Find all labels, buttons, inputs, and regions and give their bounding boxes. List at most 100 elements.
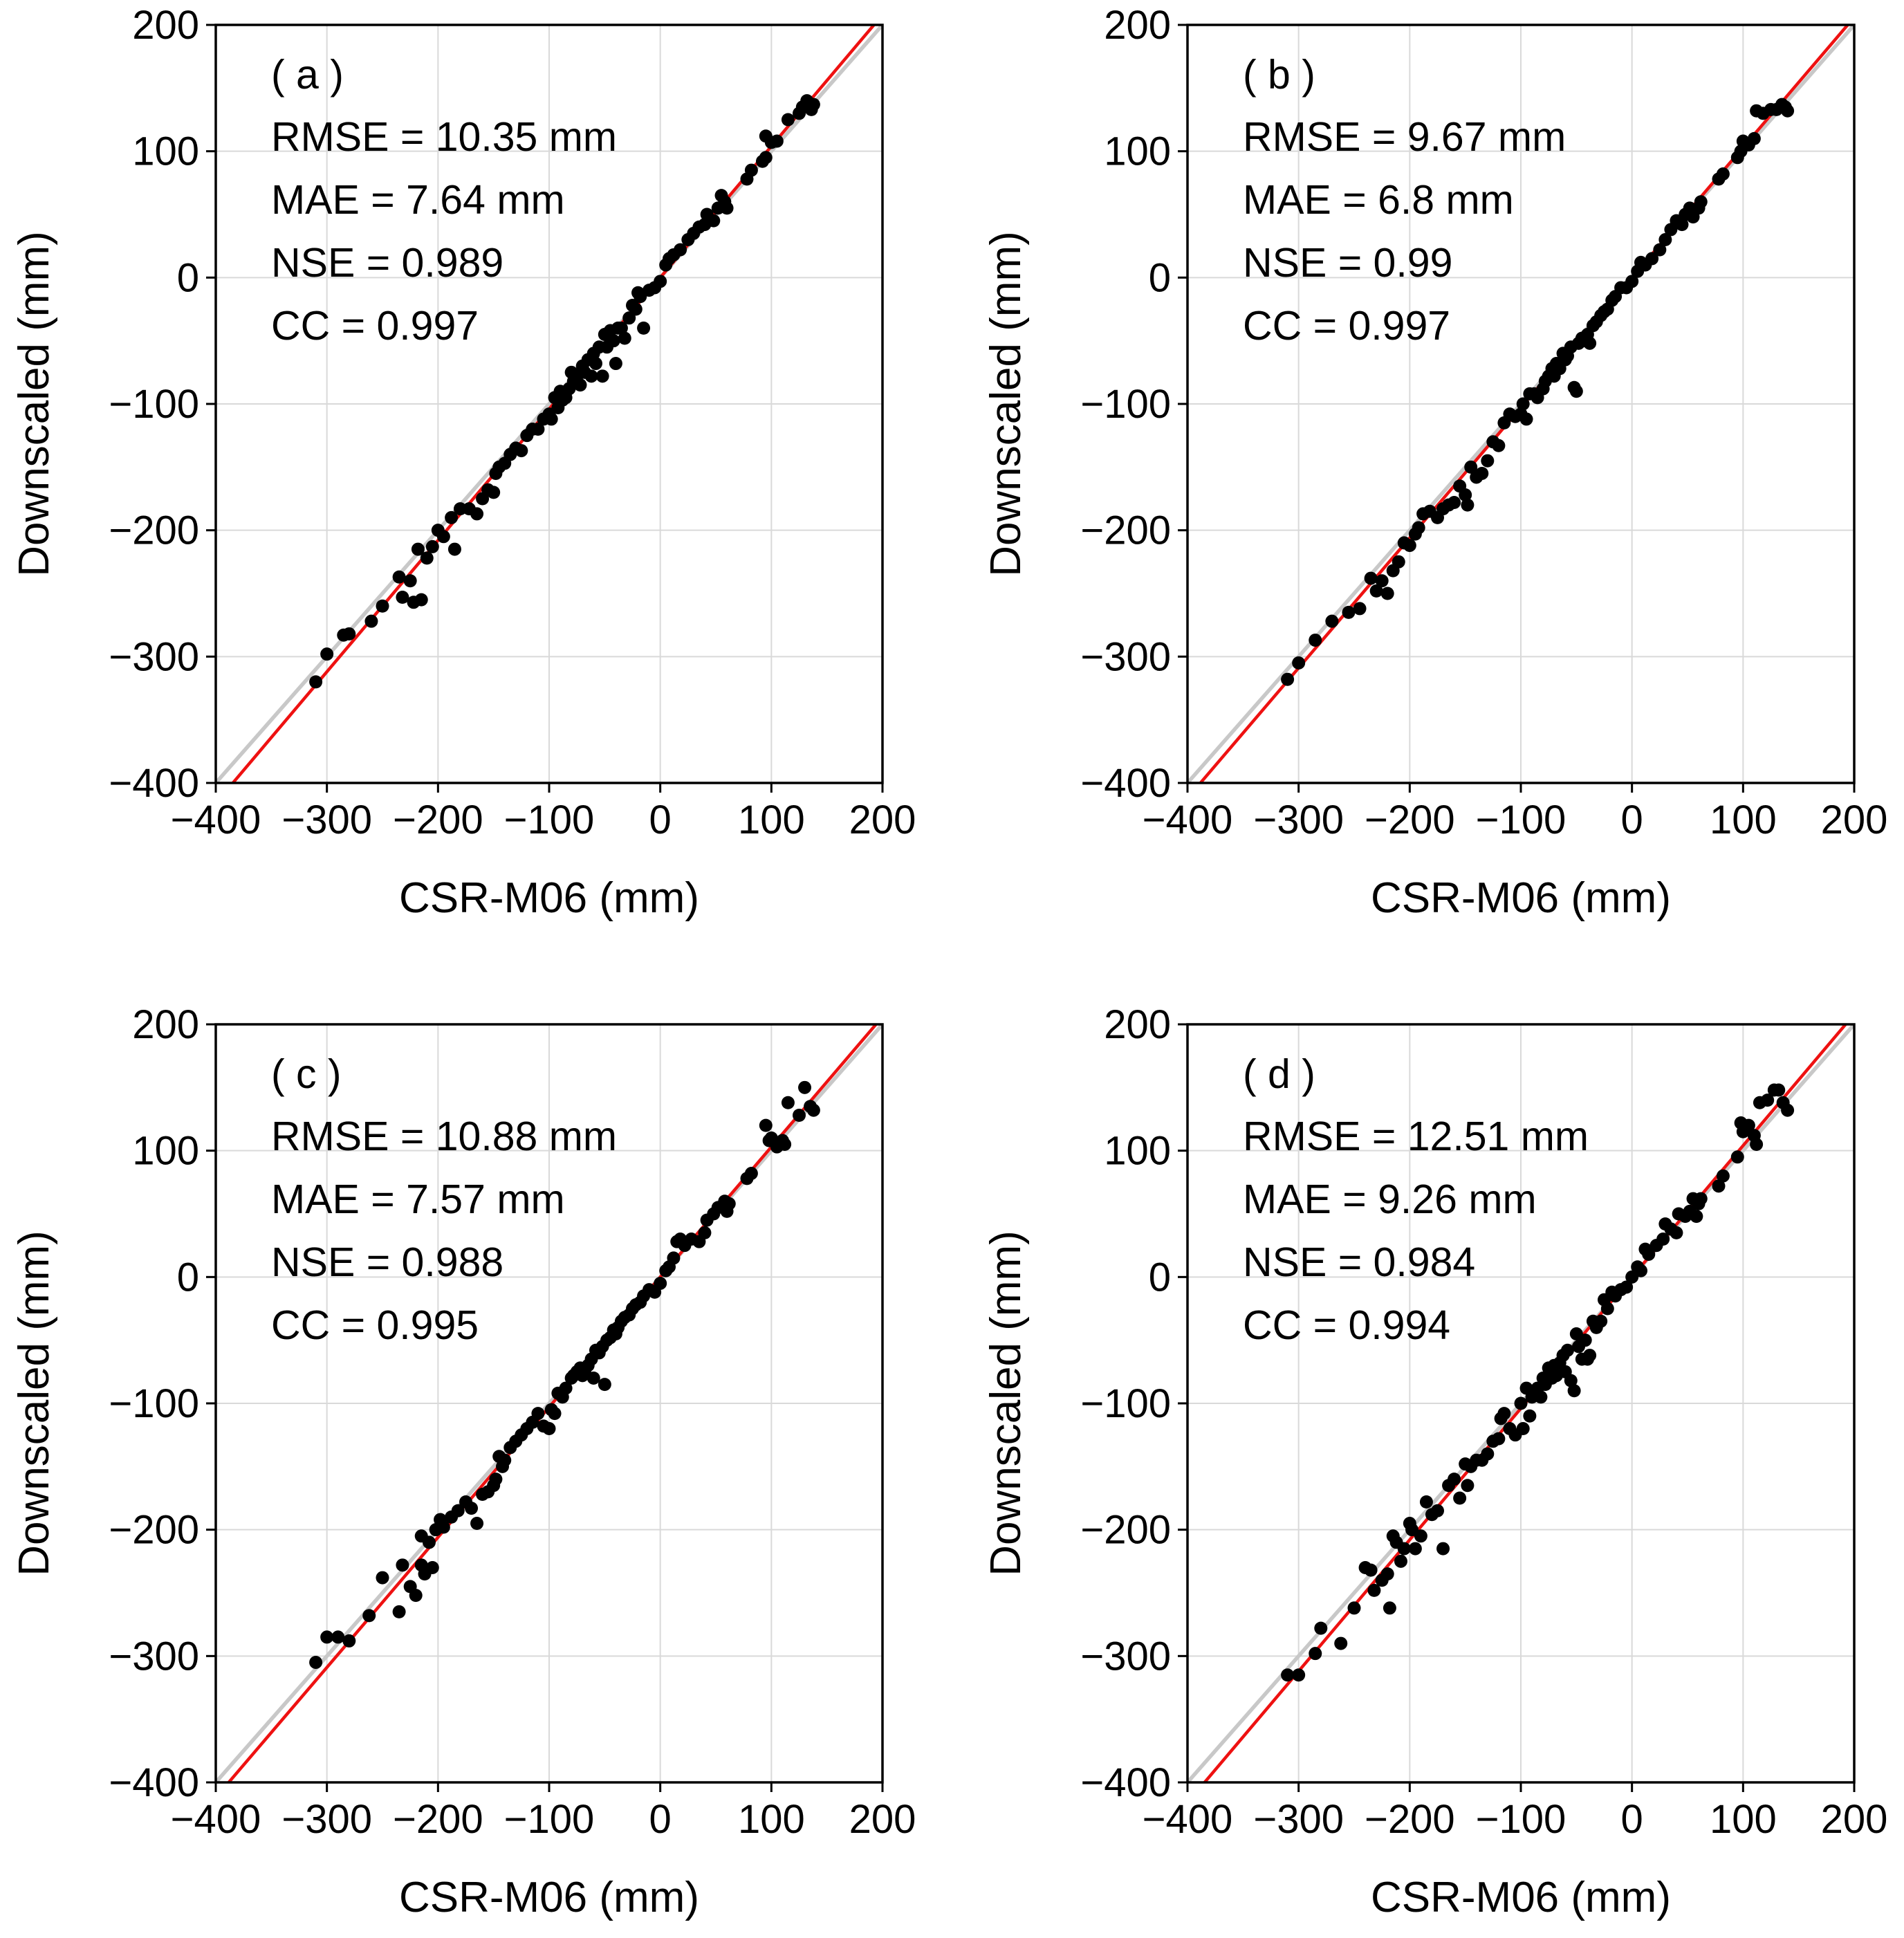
x-tick-label: 100 — [1710, 797, 1777, 842]
data-point — [1516, 1422, 1530, 1436]
data-point — [614, 321, 628, 335]
x-tick-label: 200 — [849, 797, 916, 842]
data-point — [1408, 1542, 1422, 1556]
data-point — [589, 357, 602, 371]
panel-label: ( c ) — [271, 1051, 342, 1097]
data-point — [1481, 1447, 1495, 1461]
data-point — [1412, 521, 1425, 535]
data-point — [1334, 1636, 1348, 1650]
data-point — [1583, 1349, 1597, 1363]
panel-label: ( b ) — [1243, 52, 1315, 98]
data-point — [436, 530, 450, 544]
y-tick-label: −300 — [109, 1634, 199, 1679]
y-tick-label: 200 — [1104, 3, 1171, 48]
statistic-annotation: NSE = 0.984 — [1243, 1239, 1475, 1285]
data-point — [1600, 1302, 1614, 1316]
x-tick-label: −400 — [1143, 797, 1233, 842]
data-point — [1369, 584, 1383, 598]
data-point — [309, 1655, 323, 1669]
y-tick-label: 0 — [177, 1255, 199, 1300]
statistic-annotation: NSE = 0.988 — [271, 1239, 503, 1285]
data-point — [1448, 1473, 1461, 1486]
data-point — [396, 590, 409, 604]
data-point — [425, 1560, 439, 1574]
data-point — [376, 1571, 389, 1585]
x-axis-title: CSR-M06 (mm) — [1371, 874, 1671, 922]
data-point — [1534, 1390, 1548, 1404]
panel-label: ( d ) — [1243, 1051, 1315, 1097]
statistic-annotation: CC = 0.994 — [1243, 1302, 1450, 1348]
data-point — [618, 331, 631, 345]
x-tick-label: −300 — [281, 1797, 372, 1842]
data-point — [1481, 454, 1495, 468]
data-point — [1325, 614, 1339, 628]
data-point — [1567, 1384, 1581, 1398]
y-tick-label: −200 — [1080, 1508, 1171, 1553]
data-point — [1464, 460, 1478, 474]
x-tick-label: −400 — [1143, 1797, 1233, 1842]
x-tick-label: −100 — [504, 797, 595, 842]
data-point — [1492, 1432, 1506, 1446]
x-axis-title: CSR-M06 (mm) — [399, 874, 699, 922]
y-tick-label: −400 — [109, 761, 199, 806]
scatter-panel: −400−400 −300 −300 −200 −200 −100 −100 0 0 100 100… — [10, 3, 916, 922]
y-tick-label: 0 — [177, 255, 199, 300]
y-tick-label: 100 — [132, 129, 199, 174]
data-point — [364, 614, 378, 628]
data-point — [1459, 488, 1472, 502]
x-tick-label: 100 — [738, 797, 805, 842]
data-point — [465, 1502, 479, 1515]
y-tick-label: −100 — [1080, 382, 1171, 427]
data-point — [470, 1517, 484, 1531]
data-point — [542, 1422, 556, 1436]
data-point — [1383, 1601, 1396, 1615]
data-point — [584, 369, 598, 383]
data-point — [1403, 539, 1416, 553]
data-point — [1292, 656, 1306, 670]
data-point — [1419, 1495, 1433, 1508]
data-point — [1375, 574, 1389, 588]
statistic-annotation: RMSE = 10.88 mm — [271, 1114, 617, 1159]
data-point — [1594, 1314, 1608, 1328]
scatter-panel: −400−400 −300 −300 −200 −200 −100 −100 0 0 100 100… — [10, 1002, 916, 1921]
y-tick-label: −100 — [109, 1381, 199, 1426]
data-point — [1461, 1479, 1475, 1493]
data-point — [331, 1630, 345, 1644]
data-point — [1523, 1409, 1537, 1423]
x-tick-label: 200 — [849, 1797, 916, 1842]
data-point — [1670, 1226, 1683, 1239]
y-tick-label: 100 — [1104, 129, 1171, 174]
statistic-annotation: CC = 0.997 — [1243, 303, 1450, 349]
data-point — [1309, 1647, 1322, 1661]
data-point — [759, 1118, 773, 1132]
data-point — [1694, 195, 1708, 209]
data-point — [770, 134, 784, 148]
data-point — [806, 1103, 820, 1117]
data-point — [1353, 602, 1367, 616]
data-point — [1781, 1103, 1795, 1117]
y-tick-label: −400 — [1080, 761, 1171, 806]
data-point — [778, 1138, 792, 1152]
x-tick-label: 0 — [649, 797, 672, 842]
y-tick-label: −100 — [1080, 1381, 1171, 1426]
data-point — [1620, 1280, 1634, 1294]
x-tick-label: −100 — [1476, 1797, 1566, 1842]
data-point — [1656, 1233, 1670, 1246]
data-point — [744, 1167, 758, 1181]
y-axis-title: Downscaled (mm) — [982, 231, 1030, 577]
x-axis-title: CSR-M06 (mm) — [399, 1874, 699, 1921]
y-axis-title: Downscaled (mm) — [10, 231, 58, 577]
data-point — [1475, 466, 1489, 480]
data-point — [1281, 672, 1295, 686]
data-point — [1716, 1169, 1730, 1183]
y-tick-label: 200 — [1104, 1002, 1171, 1047]
data-point — [1781, 104, 1795, 118]
data-point — [544, 412, 558, 426]
data-point — [342, 1634, 356, 1648]
data-point — [720, 201, 734, 215]
data-point — [1342, 605, 1356, 619]
data-point — [409, 1589, 423, 1603]
data-point — [342, 627, 356, 640]
y-tick-label: −300 — [1080, 634, 1171, 679]
